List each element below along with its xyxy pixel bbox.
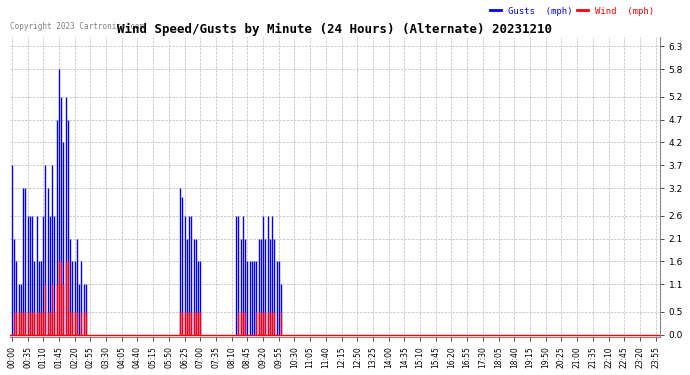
Text: Copyright 2023 Cartronics.com: Copyright 2023 Cartronics.com (10, 22, 144, 31)
Title: Wind Speed/Gusts by Minute (24 Hours) (Alternate) 20231210: Wind Speed/Gusts by Minute (24 Hours) (A… (117, 23, 552, 36)
Legend: Gusts  (mph), Wind  (mph): Gusts (mph), Wind (mph) (489, 6, 655, 16)
